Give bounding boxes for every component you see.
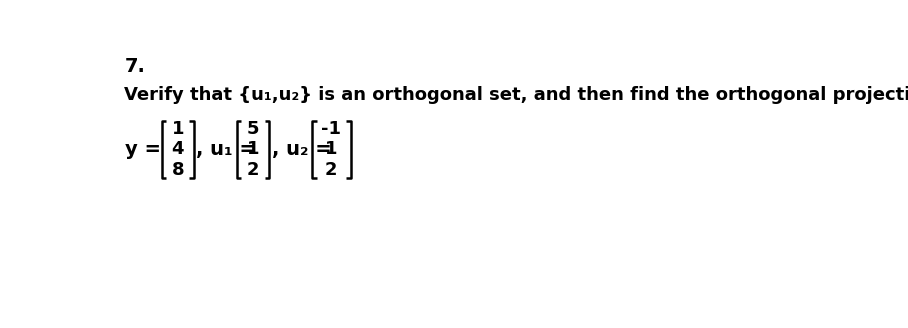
- Text: 2: 2: [325, 161, 338, 179]
- Text: 8: 8: [172, 161, 184, 179]
- Text: 1: 1: [172, 120, 184, 138]
- Text: -1: -1: [321, 120, 341, 138]
- Text: , u₂ =: , u₂ =: [271, 140, 331, 159]
- Text: 1: 1: [247, 140, 260, 158]
- Text: 7.: 7.: [125, 57, 146, 76]
- Text: Verify that {u₁,u₂} is an orthogonal set, and then find the orthogonal projectio: Verify that {u₁,u₂} is an orthogonal set…: [123, 86, 908, 104]
- Text: 5: 5: [247, 120, 260, 138]
- Text: , u₁ =: , u₁ =: [196, 140, 256, 159]
- Text: 1: 1: [325, 140, 338, 158]
- Text: y =: y =: [125, 140, 161, 159]
- Text: 4: 4: [172, 140, 184, 158]
- Text: 2: 2: [247, 161, 260, 179]
